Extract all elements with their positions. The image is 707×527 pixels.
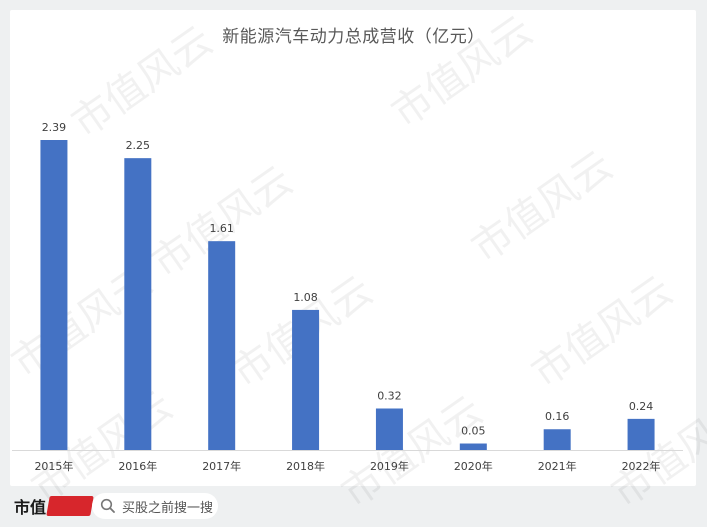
- footer-bar: 市值 买股之前搜一搜: [0, 486, 707, 527]
- x-tick-label: 2018年: [286, 459, 325, 473]
- bar: [627, 418, 655, 450]
- data-label: 1.08: [293, 291, 318, 304]
- logo-text: 市值: [14, 498, 47, 517]
- bar: [292, 309, 320, 450]
- data-label: 0.32: [377, 389, 402, 402]
- search-box[interactable]: 买股之前搜一搜: [92, 493, 218, 519]
- x-tick-label: 2016年: [118, 459, 157, 473]
- x-tick-label: 2021年: [538, 459, 577, 473]
- bar: [543, 429, 571, 450]
- x-tick-label: 2017年: [202, 459, 241, 473]
- bar: [459, 443, 487, 450]
- data-label: 0.16: [545, 410, 570, 423]
- x-tick-label: 2019年: [370, 459, 409, 473]
- data-label: 1.61: [209, 222, 234, 235]
- x-tick-label: 2020年: [454, 459, 493, 473]
- x-tick-label: 2015年: [34, 459, 73, 473]
- x-tick-label: 2022年: [622, 459, 661, 473]
- data-label: 2.39: [42, 121, 67, 134]
- bar-chart: 2.39 2015年 2.25 2016年 1.61 2017年 1.08 2018年 0.32…: [12, 121, 683, 473]
- search-icon: [100, 498, 116, 514]
- logo-seal-icon: [46, 496, 94, 516]
- data-label: 0.24: [629, 400, 654, 413]
- brand-logo[interactable]: 市值: [14, 495, 94, 517]
- search-placeholder: 买股之前搜一搜: [122, 500, 214, 516]
- chart-title: 新能源汽车动力总成营收（亿元）: [222, 27, 485, 47]
- data-label: 0.05: [461, 425, 486, 438]
- bar: [124, 158, 152, 450]
- bar: [208, 241, 236, 450]
- data-label: 2.25: [126, 139, 151, 152]
- bar: [375, 408, 403, 450]
- bar: [40, 140, 68, 450]
